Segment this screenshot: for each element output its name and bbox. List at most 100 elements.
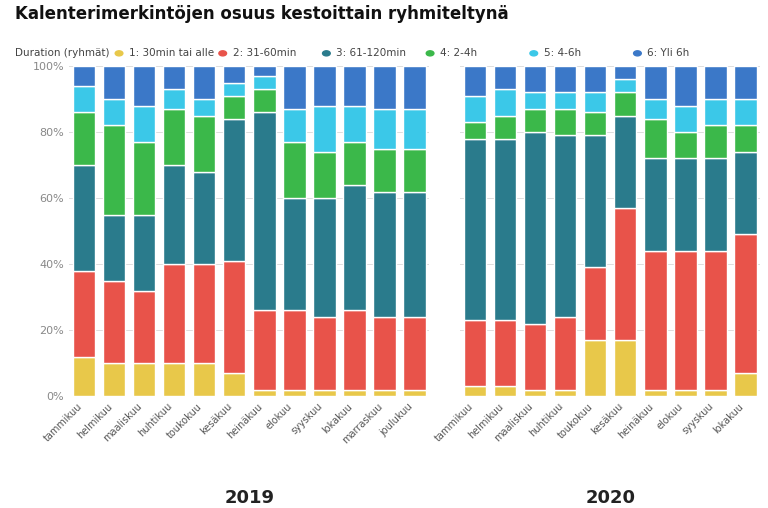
Bar <box>373 192 396 317</box>
Bar <box>373 390 396 396</box>
Bar <box>584 112 607 136</box>
Bar <box>343 390 366 396</box>
Bar <box>644 66 667 99</box>
Bar <box>554 109 577 136</box>
Bar <box>734 125 756 152</box>
Bar <box>494 89 516 116</box>
Text: 2: 31-60min: 2: 31-60min <box>233 48 296 58</box>
Bar <box>163 264 185 363</box>
Text: 2020: 2020 <box>585 489 635 506</box>
Bar <box>133 291 155 363</box>
Bar <box>223 66 246 83</box>
Bar <box>253 76 276 89</box>
Bar <box>343 106 366 142</box>
Bar <box>554 66 577 92</box>
Bar <box>464 66 486 96</box>
Bar <box>524 324 546 390</box>
Bar <box>674 251 697 390</box>
Text: Kalenterimerkintöjen osuus kestoittain ryhmiteltynä: Kalenterimerkintöjen osuus kestoittain r… <box>15 5 509 23</box>
Bar <box>584 136 607 268</box>
Bar <box>584 66 607 92</box>
Bar <box>193 99 216 116</box>
Bar <box>704 158 727 251</box>
Bar <box>644 99 667 119</box>
Bar <box>464 386 486 396</box>
Bar <box>283 66 306 109</box>
Bar <box>704 251 727 390</box>
Bar <box>524 109 546 132</box>
Bar <box>313 198 336 317</box>
Bar <box>614 340 637 396</box>
Bar <box>103 280 125 363</box>
Bar <box>644 251 667 390</box>
Bar <box>584 267 607 340</box>
Bar <box>614 116 637 208</box>
Bar <box>133 106 155 142</box>
Bar <box>283 310 306 390</box>
Bar <box>614 66 637 79</box>
Bar <box>373 109 396 149</box>
Bar <box>464 139 486 320</box>
Bar <box>73 165 95 271</box>
Bar <box>253 89 276 112</box>
Text: 6: Yli 6h: 6: Yli 6h <box>647 48 690 58</box>
Bar <box>193 66 216 99</box>
Bar <box>494 386 516 396</box>
Bar <box>313 106 336 152</box>
Bar <box>73 271 95 357</box>
Bar <box>674 158 697 251</box>
Bar <box>584 92 607 112</box>
Bar <box>734 373 756 396</box>
Bar <box>614 79 637 92</box>
Bar <box>73 66 95 86</box>
Bar <box>464 320 486 386</box>
Bar <box>313 66 336 106</box>
Bar <box>734 235 756 373</box>
Bar <box>73 357 95 396</box>
Bar <box>674 132 697 158</box>
Bar <box>373 149 396 192</box>
Bar <box>704 125 727 158</box>
Bar <box>403 149 425 192</box>
Bar <box>734 99 756 125</box>
Bar <box>193 363 216 396</box>
Bar <box>343 142 366 185</box>
Bar <box>283 142 306 198</box>
Text: 5: 4-6h: 5: 4-6h <box>544 48 581 58</box>
Bar <box>674 390 697 396</box>
Bar <box>283 390 306 396</box>
Bar <box>133 66 155 106</box>
Text: 3: 61-120min: 3: 61-120min <box>336 48 406 58</box>
Bar <box>103 99 125 125</box>
Bar <box>283 198 306 310</box>
Text: 4: 2-4h: 4: 2-4h <box>440 48 477 58</box>
Bar <box>223 119 246 261</box>
Bar <box>554 390 577 396</box>
Bar <box>554 136 577 317</box>
Bar <box>283 109 306 142</box>
Bar <box>163 66 185 89</box>
Bar <box>403 390 425 396</box>
Bar <box>464 96 486 122</box>
Bar <box>584 340 607 396</box>
Bar <box>343 310 366 390</box>
Bar <box>163 165 185 264</box>
Bar <box>73 112 95 165</box>
Bar <box>524 66 546 92</box>
Bar <box>373 66 396 109</box>
Bar <box>644 158 667 251</box>
Bar <box>494 139 516 320</box>
Bar <box>704 390 727 396</box>
Bar <box>373 317 396 390</box>
Bar <box>253 390 276 396</box>
Bar <box>253 112 276 310</box>
Text: 2019: 2019 <box>224 489 274 506</box>
Bar <box>223 261 246 373</box>
Bar <box>704 66 727 99</box>
Bar <box>193 116 216 172</box>
Bar <box>223 96 246 119</box>
Bar <box>734 152 756 235</box>
Bar <box>524 132 546 324</box>
Bar <box>163 89 185 109</box>
Bar <box>343 66 366 106</box>
